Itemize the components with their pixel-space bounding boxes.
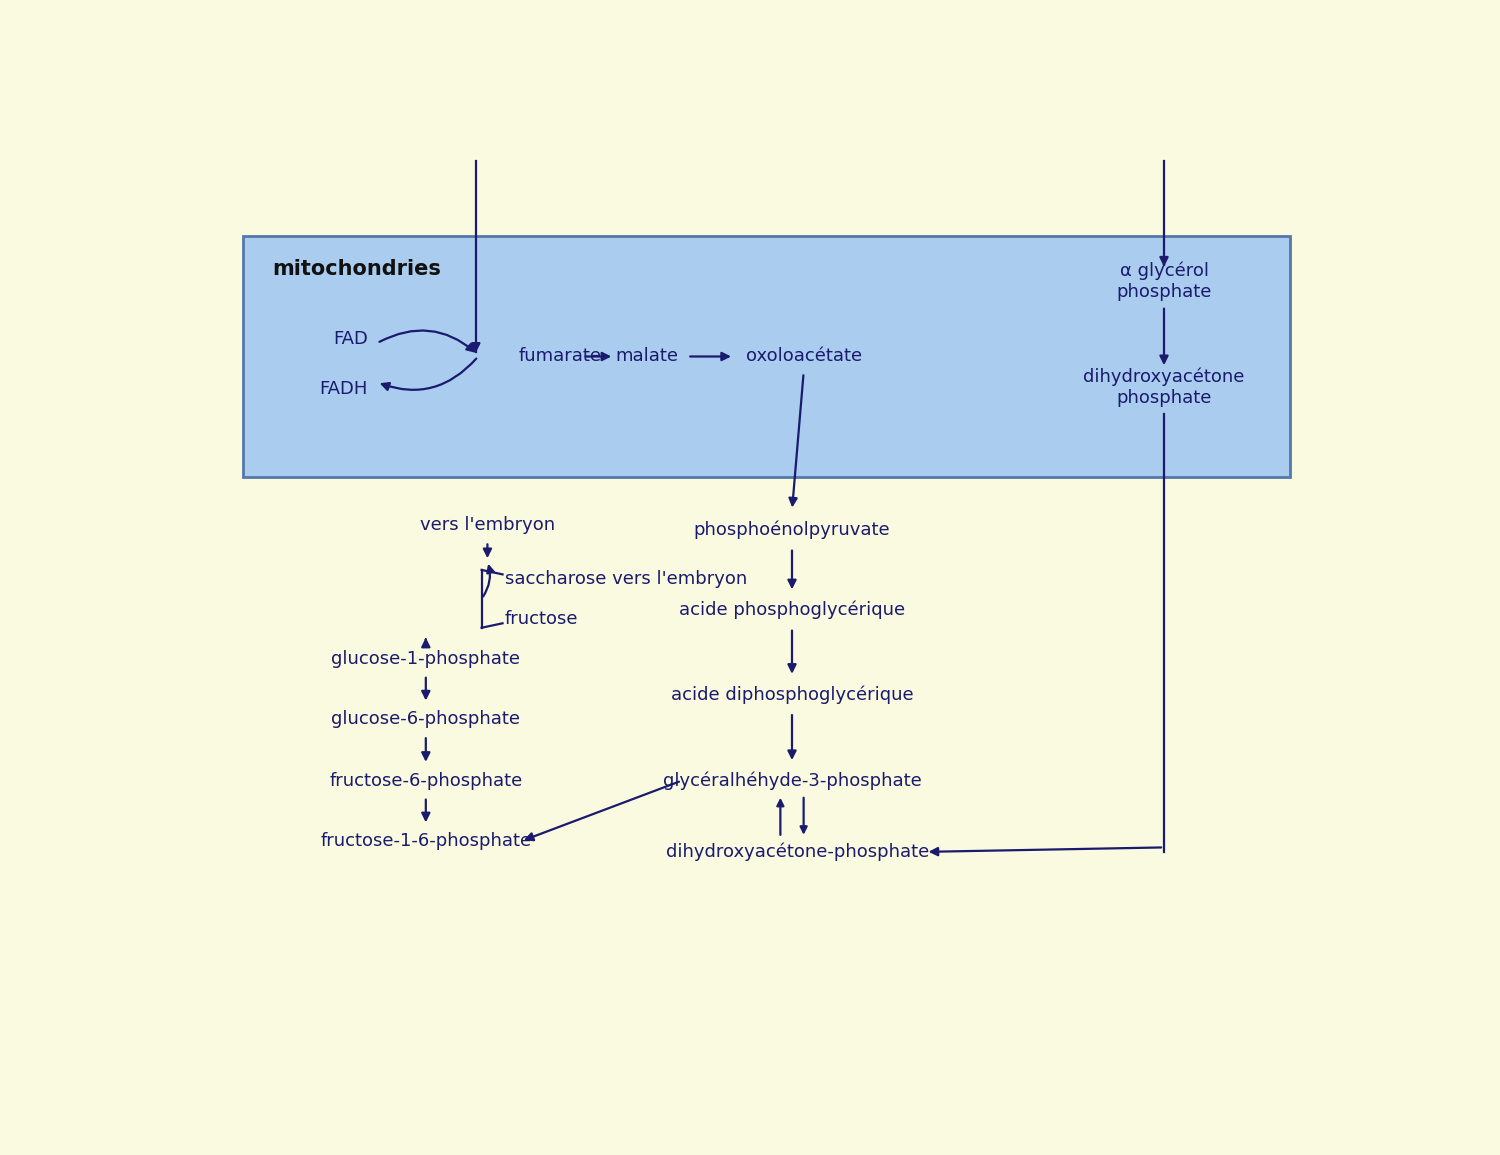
Text: fructose: fructose bbox=[506, 610, 579, 628]
Text: acide diphosphoglycérique: acide diphosphoglycérique bbox=[670, 685, 914, 703]
Text: dihydroxyacétone-phosphate: dihydroxyacétone-phosphate bbox=[666, 843, 930, 862]
Bar bbox=[243, 237, 1290, 477]
Text: vers l'embryon: vers l'embryon bbox=[420, 516, 555, 535]
Text: FAD: FAD bbox=[333, 329, 368, 348]
Text: fumarate: fumarate bbox=[519, 348, 602, 365]
Text: dihydroxyacétone
phosphate: dihydroxyacétone phosphate bbox=[1083, 368, 1245, 408]
Text: α glycérol
phosphate: α glycérol phosphate bbox=[1116, 261, 1212, 300]
Text: acide phosphoglycérique: acide phosphoglycérique bbox=[680, 601, 904, 619]
Text: phosphoénolpyruvate: phosphoénolpyruvate bbox=[693, 521, 891, 539]
Text: glucose-1-phosphate: glucose-1-phosphate bbox=[332, 650, 520, 668]
Text: oxoloacétate: oxoloacétate bbox=[746, 348, 861, 365]
Text: saccharose vers l'embryon: saccharose vers l'embryon bbox=[506, 569, 747, 588]
Text: fructose-1-6-phosphate: fructose-1-6-phosphate bbox=[321, 833, 531, 850]
Text: glycéralhéhyde-3-phosphate: glycéralhéhyde-3-phosphate bbox=[663, 772, 921, 790]
Text: mitochondries: mitochondries bbox=[273, 259, 441, 278]
Text: malate: malate bbox=[615, 348, 678, 365]
Text: FADH: FADH bbox=[320, 380, 368, 398]
Text: fructose-6-phosphate: fructose-6-phosphate bbox=[328, 772, 522, 790]
Text: glucose-6-phosphate: glucose-6-phosphate bbox=[332, 710, 520, 729]
